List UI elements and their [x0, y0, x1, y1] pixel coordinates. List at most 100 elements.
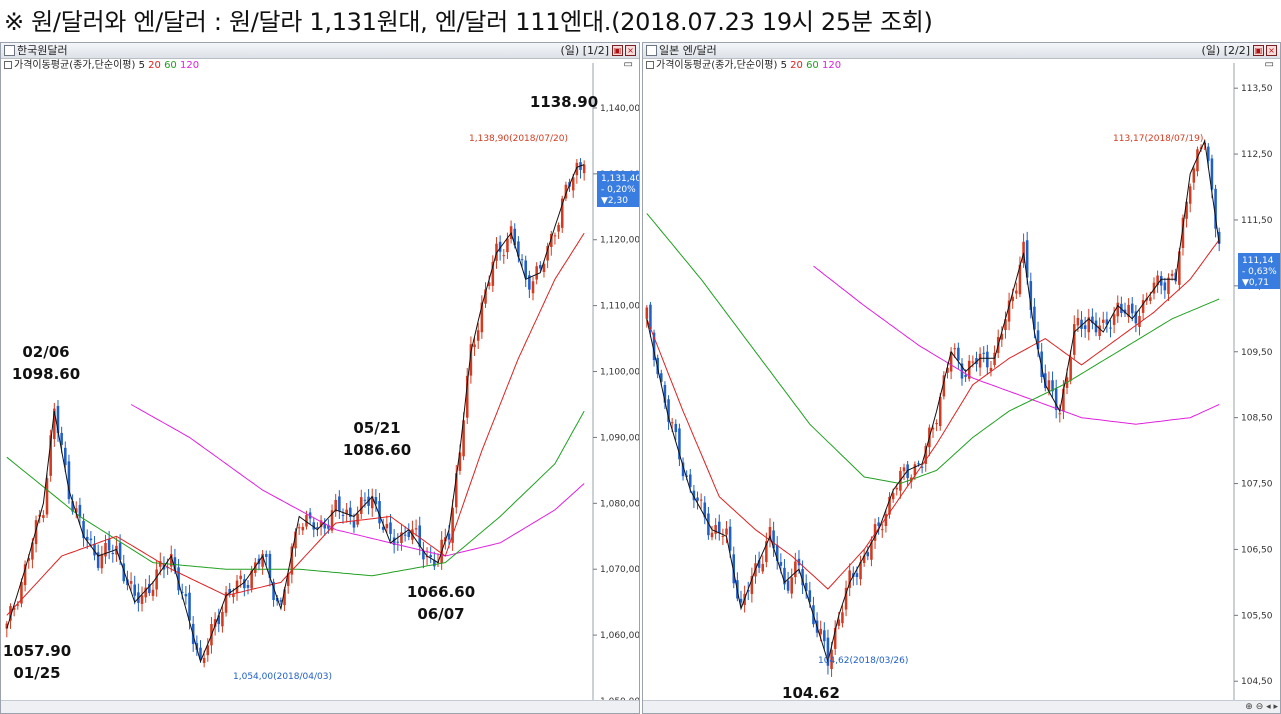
last-price-badge-text: ▼0,71 [1242, 278, 1269, 288]
candle [279, 597, 283, 606]
indicator-checkbox[interactable] [4, 61, 12, 69]
candle [1054, 379, 1058, 419]
panel-titlebar: 일본 엔/달러 (일) [2/2] ▣ × [643, 43, 1280, 59]
candle [717, 514, 721, 541]
candle [902, 463, 906, 480]
candle [1087, 308, 1091, 341]
candle [34, 515, 38, 553]
panel-controls[interactable]: (일) [2/2] [1201, 44, 1251, 57]
candle [301, 523, 305, 536]
candle [359, 489, 363, 519]
candle [1073, 315, 1076, 360]
y-tick-label: 1,110,00 [600, 302, 640, 312]
candle [931, 424, 935, 438]
candle [506, 232, 509, 259]
panel-controls[interactable]: (일) [1/2] [560, 44, 610, 57]
jpy-usd-chart-panel[interactable]: 일본 엔/달러 (일) [2/2] ▣ × 가격이동평균(종가,단순이평) 5 … [642, 42, 1281, 714]
candle [645, 304, 649, 328]
candle [986, 344, 989, 375]
y-tick-label: 104,50 [1241, 677, 1273, 687]
ma120-line [813, 265, 1220, 425]
candle [546, 242, 549, 269]
ma120-line [130, 404, 585, 557]
ma5-line [646, 139, 1220, 664]
indicator-checkbox[interactable] [646, 61, 654, 69]
panel-settings-icon[interactable]: ▭ [623, 59, 633, 70]
panel-checkbox[interactable] [646, 45, 657, 56]
candle [1116, 295, 1120, 323]
panel-settings-icon[interactable]: ▭ [1264, 59, 1274, 70]
candle [133, 575, 136, 605]
candle [169, 545, 173, 573]
candle [542, 260, 546, 278]
candle [323, 518, 327, 536]
candle [978, 347, 982, 377]
candle [465, 367, 469, 425]
zoom-controls[interactable]: ⊕ ⊖ ◂ ▸ [1245, 702, 1278, 712]
candle [56, 400, 60, 442]
y-tick-label: 1,090,00 [600, 433, 640, 443]
candle [848, 563, 851, 597]
candle [575, 159, 579, 184]
maximize-icon[interactable]: ▣ [612, 45, 623, 56]
candle [455, 464, 458, 514]
candle [804, 574, 808, 599]
candle [935, 419, 938, 432]
candle [571, 173, 575, 198]
maximize-icon[interactable]: ▣ [1253, 45, 1264, 56]
candle [1163, 277, 1167, 299]
candle [913, 461, 917, 480]
candle [20, 578, 23, 608]
candle [1141, 294, 1145, 320]
candle [1069, 349, 1072, 385]
ma60-line [6, 410, 585, 577]
candle [297, 523, 301, 535]
candle [85, 529, 89, 550]
candle [924, 443, 928, 472]
candle [93, 536, 96, 561]
candle [407, 523, 411, 541]
candle [678, 423, 681, 467]
jpy-usd-candlestick-chart: 113,50112,50111,50110,50109,50108,50107,… [644, 63, 1280, 713]
indicator-label: 가격이동평균(종가,단순이평) [14, 60, 136, 71]
candle [370, 488, 374, 517]
y-tick-label: 1,140,00 [600, 104, 640, 114]
panel-checkbox[interactable] [4, 45, 15, 56]
candle [520, 254, 524, 268]
ma20-line [6, 232, 585, 616]
candle [667, 395, 670, 430]
candle [67, 454, 71, 504]
candle [786, 571, 790, 594]
candle [396, 533, 400, 551]
candle [1062, 380, 1065, 420]
candle [1018, 256, 1022, 298]
candle [224, 585, 228, 617]
candle [1101, 311, 1105, 330]
y-tick-label: 108,50 [1241, 414, 1273, 424]
candle [330, 504, 334, 534]
close-icon[interactable]: × [625, 45, 636, 56]
candle [1188, 183, 1192, 213]
krw-usd-chart-panel[interactable]: 한국원달러 (일) [1/2] ▣ × 가격이동평균(종가,단순이평) 5 20… [0, 42, 640, 714]
y-tick-label: 109,50 [1241, 348, 1273, 358]
candle [148, 575, 151, 596]
candle [1058, 404, 1062, 423]
candle [403, 526, 407, 542]
ma60-label: 60 [164, 60, 177, 71]
last-price-badge-text: 111,14 [1242, 256, 1274, 266]
candle [881, 523, 884, 538]
y-tick-label: 112,50 [1241, 150, 1273, 160]
ma120-label: 120 [179, 60, 200, 71]
last-price-badge [1238, 253, 1280, 289]
candle [392, 529, 396, 554]
indicator-label: 가격이동평균(종가,단순이평) [656, 60, 778, 71]
candle [938, 392, 942, 431]
candle [761, 555, 765, 575]
candle [23, 560, 27, 592]
candle [841, 604, 844, 628]
candle [107, 530, 111, 560]
close-icon[interactable]: × [1266, 45, 1277, 56]
candle [696, 491, 699, 510]
candle [725, 521, 728, 544]
ma5-label: 5 [138, 60, 145, 71]
